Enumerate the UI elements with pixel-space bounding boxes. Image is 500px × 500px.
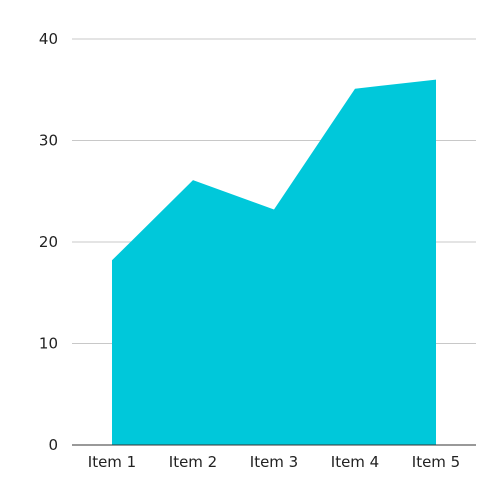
y-tick-label: 30 bbox=[39, 132, 58, 150]
series-area bbox=[112, 79, 436, 445]
x-tick-label: Item 2 bbox=[169, 453, 217, 471]
x-tick-label: Item 3 bbox=[250, 453, 298, 471]
x-tick-label: Item 4 bbox=[331, 453, 379, 471]
y-tick-label: 10 bbox=[39, 335, 58, 353]
y-tick-label: 0 bbox=[48, 436, 58, 454]
y-axis-tick-labels: 0 10 20 30 40 bbox=[39, 30, 58, 454]
y-tick-label: 40 bbox=[39, 30, 58, 48]
x-tick-label: Item 1 bbox=[88, 453, 136, 471]
x-tick-label: Item 5 bbox=[412, 453, 460, 471]
area-series-1 bbox=[112, 79, 436, 445]
y-tick-label: 20 bbox=[39, 233, 58, 251]
x-axis-tick-labels: Item 1 Item 2 Item 3 Item 4 Item 5 bbox=[88, 453, 460, 471]
